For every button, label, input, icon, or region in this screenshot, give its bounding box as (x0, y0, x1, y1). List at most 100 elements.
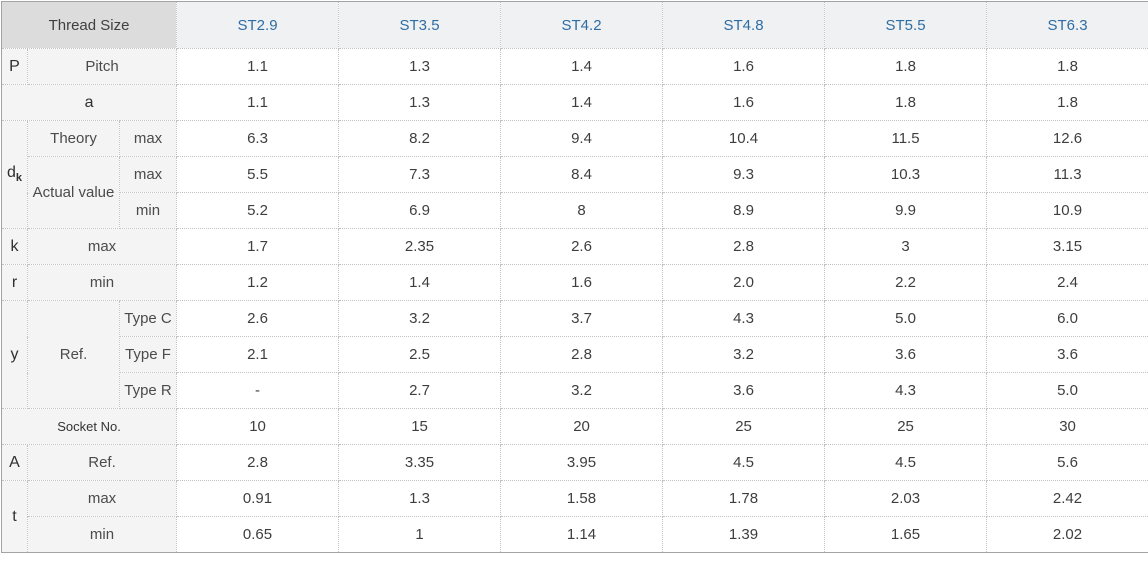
row-r: r min 1.2 1.4 1.6 2.0 2.2 2.4 (1, 264, 1148, 301)
thread-size-header: ST5.5 (824, 1, 988, 49)
value-cell: 8 (500, 192, 664, 229)
label-theory: Theory (27, 120, 120, 157)
value-cell: 1.6 (662, 48, 826, 85)
value-cell: 1.78 (662, 480, 826, 517)
value-cell: 8.4 (500, 156, 664, 193)
value-cell: 25 (824, 408, 988, 445)
value-cell: 3.6 (824, 336, 988, 373)
value-cell: 6.3 (176, 120, 340, 157)
label-a-ref: Ref. (26, 444, 178, 481)
value-cell: 1.65 (824, 516, 988, 553)
value-cell: 3.95 (500, 444, 664, 481)
value-cell: 2.8 (500, 336, 664, 373)
value-cell: 8.9 (662, 192, 826, 229)
thread-size-header: ST2.9 (176, 1, 340, 49)
label-t-max: max (26, 480, 178, 517)
value-cell: 2.5 (338, 336, 502, 373)
value-cell: 5.6 (986, 444, 1148, 481)
row-dk-actual-min: min 5.2 6.9 8 8.9 9.9 10.9 (2, 192, 1148, 229)
value-cell: 3.6 (662, 372, 826, 409)
value-cell: 1.6 (500, 264, 664, 301)
value-cell: 4.5 (662, 444, 826, 481)
value-cell: 10 (176, 408, 340, 445)
value-cell: 2.8 (176, 444, 340, 481)
value-cell: 1.8 (824, 84, 988, 121)
row-pitch: P Pitch 1.1 1.3 1.4 1.6 1.8 1.8 (1, 48, 1148, 85)
value-cell: 2.35 (338, 228, 502, 265)
symbol-t: t (1, 480, 28, 553)
header-row: Thread Size ST2.9 ST3.5 ST4.2 ST4.8 ST5.5 ST6… (0, 1, 1148, 49)
value-cell: 1.8 (986, 84, 1148, 121)
symbol-dk: dk (1, 120, 28, 229)
value-cell: 1.58 (500, 480, 664, 517)
value-cell: 1.2 (176, 264, 340, 301)
symbol-k: k (1, 228, 28, 265)
row-dk-actual-max: Actual value max 5.5 7.3 8.4 9.3 10.3 11.3 (2, 156, 1148, 229)
value-cell: 0.65 (176, 516, 340, 553)
row-socket-no: Socket No. 10 15 20 25 25 30 (0, 408, 1148, 445)
value-cell: 1.6 (662, 84, 826, 121)
row-y-type-r: Type R -2.7 3.2 3.6 4.3 5.0 (2, 372, 1148, 409)
value-cell: 3.2 (500, 372, 664, 409)
value-cell: 3.2 (662, 336, 826, 373)
symbol-p: P (1, 48, 28, 85)
value-cell: 4.5 (824, 444, 988, 481)
value-cell: 1.8 (986, 48, 1148, 85)
value-cell: 1.7 (176, 228, 340, 265)
thread-size-header: ST4.8 (662, 1, 826, 49)
label-k-max: max (26, 228, 178, 265)
value-cell: 2.02 (986, 516, 1148, 553)
sublabel-theory-max: max (118, 120, 178, 157)
sublabel-actual-max: max (118, 156, 178, 193)
value-cell: 1.3 (338, 48, 502, 85)
symbol-a-cap: A (1, 444, 28, 481)
sublabel-type-r: Type R (118, 372, 178, 409)
row-y-type-c: y Ref. Type C 2.6 3.2 3.7 4.3 5.0 6.0 (1, 300, 1148, 409)
value-cell: 1.4 (500, 48, 664, 85)
value-cell: 1.1 (176, 84, 340, 121)
value-cell: 2.8 (662, 228, 826, 265)
value-cell: 6.9 (338, 192, 502, 229)
value-cell: 2.6 (176, 300, 340, 337)
thread-size-header: ST4.2 (500, 1, 664, 49)
value-cell: 6.0 (986, 300, 1148, 337)
symbol-a: a (0, 84, 178, 121)
value-cell: 3.2 (338, 300, 502, 337)
value-cell: - (176, 372, 340, 409)
value-cell: 1.4 (338, 264, 502, 301)
value-cell: 5.5 (176, 156, 340, 193)
value-cell: 1.8 (824, 48, 988, 85)
value-cell: 1.1 (176, 48, 340, 85)
symbol-r: r (1, 264, 28, 301)
value-cell: 1 (338, 516, 502, 553)
value-cell: 4.3 (662, 300, 826, 337)
value-cell: 11.3 (986, 156, 1148, 193)
label-actual-value: Actual value (27, 156, 120, 229)
value-cell: 2.03 (824, 480, 988, 517)
value-cell: 10.3 (824, 156, 988, 193)
sublabel-type-c: Type C (118, 300, 178, 337)
value-cell: 2.1 (176, 336, 340, 373)
row-k: k max 1.7 2.35 2.6 2.8 3 3.15 (1, 228, 1148, 265)
value-cell: 1.14 (500, 516, 664, 553)
value-cell: 2.7 (338, 372, 502, 409)
row-dk-theory: dk Theory max 6.3 8.2 9.4 10.4 11.5 12.6 (1, 120, 1148, 229)
value-cell: 12.6 (986, 120, 1148, 157)
value-cell: 5.2 (176, 192, 340, 229)
label-pitch: Pitch (26, 48, 178, 85)
thread-size-corner: Thread Size (0, 1, 178, 49)
row-y-type-f: Type F 2.1 2.5 2.8 3.2 3.6 3.6 (2, 336, 1148, 373)
value-cell: 3.35 (338, 444, 502, 481)
value-cell: 2.4 (986, 264, 1148, 301)
value-cell: 3 (824, 228, 988, 265)
value-cell: 3.6 (986, 336, 1148, 373)
value-cell: 15 (338, 408, 502, 445)
value-cell: 1.4 (500, 84, 664, 121)
value-cell: 0.91 (176, 480, 340, 517)
sublabel-actual-min: min (118, 192, 178, 229)
value-cell: 25 (662, 408, 826, 445)
value-cell: 2.0 (662, 264, 826, 301)
value-cell: 30 (986, 408, 1148, 445)
